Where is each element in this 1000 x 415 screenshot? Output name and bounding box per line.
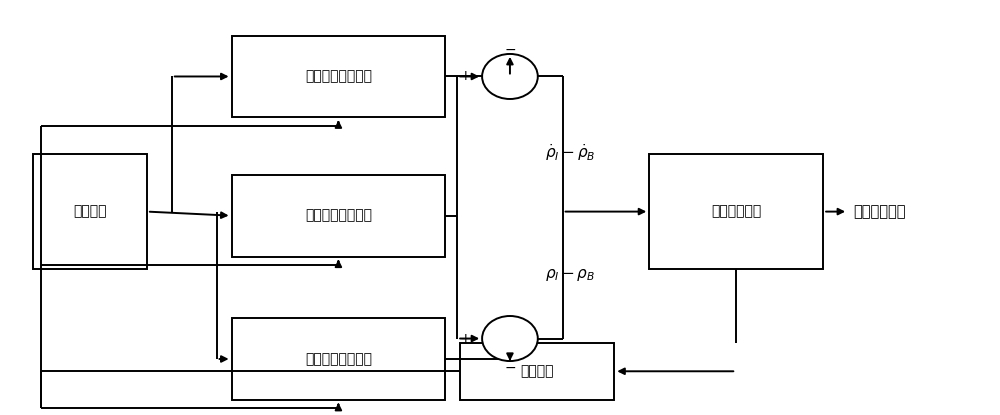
Text: −: − <box>504 43 516 57</box>
Text: 激光多普勒测速仪: 激光多普勒测速仪 <box>305 352 372 366</box>
Ellipse shape <box>482 316 538 361</box>
Text: 北斗卫星导航系统: 北斗卫星导航系统 <box>305 69 372 83</box>
Text: 运动载体: 运动载体 <box>73 205 107 219</box>
Text: −: − <box>504 361 516 375</box>
Bar <box>232 175 445 256</box>
Text: +: + <box>459 332 471 346</box>
Text: 卡尔曼滤波器: 卡尔曼滤波器 <box>711 205 761 219</box>
Text: +: + <box>459 69 471 83</box>
Bar <box>460 343 614 400</box>
Text: 最优估计参数: 最优估计参数 <box>853 204 906 219</box>
Text: 反馈矫正: 反馈矫正 <box>521 364 554 378</box>
Text: $\dot{\rho}_I - \dot{\rho}_B$: $\dot{\rho}_I - \dot{\rho}_B$ <box>545 142 595 163</box>
Ellipse shape <box>482 54 538 99</box>
Bar <box>232 36 445 117</box>
Bar <box>232 318 445 400</box>
Bar <box>33 154 147 269</box>
Text: $\rho_I - \rho_B$: $\rho_I - \rho_B$ <box>545 267 595 283</box>
Text: 捷联惯性导航系统: 捷联惯性导航系统 <box>305 209 372 223</box>
Bar <box>649 154 823 269</box>
